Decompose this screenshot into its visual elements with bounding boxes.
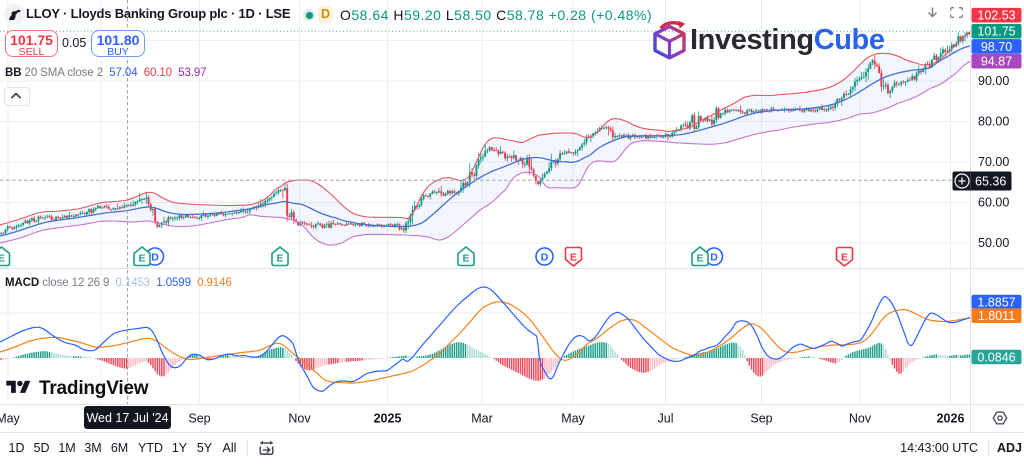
svg-text:98.70: 98.70 xyxy=(981,40,1012,54)
svg-text:Sep: Sep xyxy=(188,412,210,426)
svg-text:E: E xyxy=(138,253,145,265)
svg-text:E: E xyxy=(462,253,469,265)
svg-text:50.00: 50.00 xyxy=(978,236,1009,250)
svg-text:102.53: 102.53 xyxy=(977,9,1015,23)
svg-text:101.75: 101.75 xyxy=(977,25,1015,39)
svg-text:Sep: Sep xyxy=(750,412,772,426)
svg-text:E: E xyxy=(841,252,848,264)
svg-text:Nov: Nov xyxy=(288,412,311,426)
svg-text:1.8011: 1.8011 xyxy=(978,309,1015,323)
svg-text:May: May xyxy=(561,412,585,426)
svg-text:D: D xyxy=(541,252,549,264)
svg-text:2026: 2026 xyxy=(937,412,965,426)
svg-text:2025: 2025 xyxy=(374,412,402,426)
svg-text:D: D xyxy=(710,252,718,264)
svg-text:70.00: 70.00 xyxy=(978,155,1009,169)
svg-text:Jul: Jul xyxy=(658,412,674,426)
svg-text:May: May xyxy=(0,412,21,426)
svg-text:80.00: 80.00 xyxy=(978,115,1009,129)
svg-text:Nov: Nov xyxy=(849,412,872,426)
svg-text:Wed 17 Jul '24: Wed 17 Jul '24 xyxy=(86,411,168,425)
svg-text:1.8857: 1.8857 xyxy=(977,295,1015,309)
svg-text:E: E xyxy=(0,253,5,265)
svg-text:65.36: 65.36 xyxy=(975,174,1006,188)
svg-text:94.87: 94.87 xyxy=(981,55,1012,69)
svg-text:E: E xyxy=(276,253,283,265)
svg-text:E: E xyxy=(570,252,577,264)
svg-text:60.00: 60.00 xyxy=(978,196,1009,210)
svg-text:0.0846: 0.0846 xyxy=(977,350,1015,364)
svg-text:90.00: 90.00 xyxy=(978,74,1009,88)
svg-text:D: D xyxy=(151,252,159,264)
svg-text:Mar: Mar xyxy=(471,412,493,426)
svg-text:E: E xyxy=(696,253,703,265)
